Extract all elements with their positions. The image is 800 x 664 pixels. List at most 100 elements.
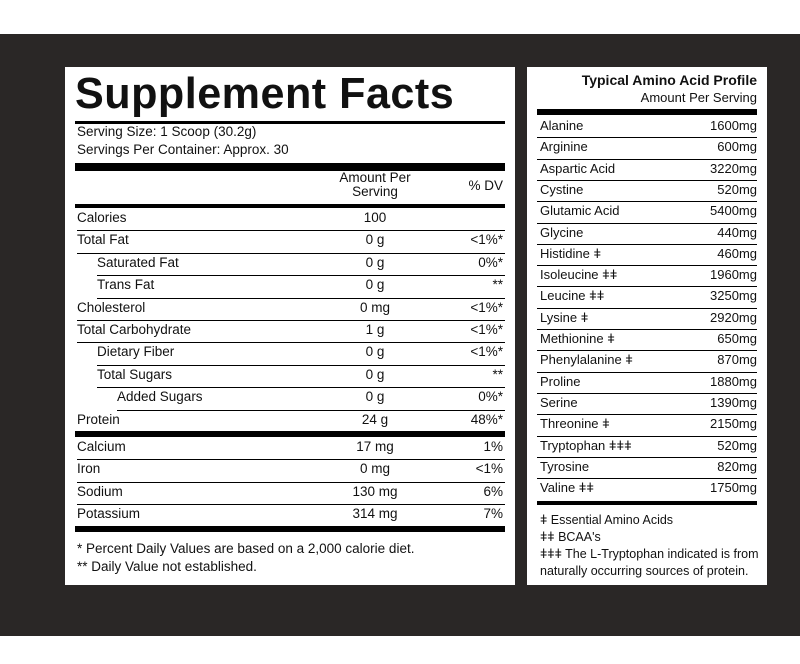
nutrient-name: Calories: [77, 210, 127, 225]
row-divider: [97, 387, 505, 389]
row-divider: [77, 504, 505, 506]
supplement-facts-panel: Supplement Facts Serving Size: 1 Scoop (…: [65, 67, 515, 585]
row-divider: [77, 342, 505, 344]
row-divider: [77, 481, 505, 483]
row-divider: [117, 409, 505, 411]
amino-value: 5400mg: [710, 203, 757, 219]
amino-name: Valine ǂǂ: [540, 480, 594, 496]
amino-name: Leucine ǂǂ: [540, 288, 605, 304]
amino-value: 600mg: [717, 139, 757, 155]
nutrient-name: Protein: [77, 411, 120, 427]
amino-name: Tryptophan ǂǂǂ: [540, 437, 632, 453]
nutrient-dv: <1%*: [470, 344, 503, 360]
nutrient-dv: **: [492, 366, 503, 382]
nutrient-dv: 0%*: [478, 254, 503, 270]
row-divider: [77, 320, 505, 321]
serving-size: Serving Size: 1 Scoop (30.2g): [77, 124, 257, 139]
amino-name: Isoleucine ǂǂ: [540, 267, 618, 283]
amount-header-line2: Serving: [352, 184, 398, 199]
amino-value: 520mg: [717, 181, 757, 197]
nutrient-name: Saturated Fat: [97, 254, 179, 270]
nutrient-amount: 0 g: [365, 344, 385, 360]
title-rule: [75, 121, 505, 124]
row-divider: [97, 364, 505, 366]
nutrient-name: Cholesterol: [77, 299, 146, 315]
amino-value: 1600mg: [710, 118, 757, 133]
nutrient-dv: <1%: [475, 461, 503, 477]
nutrient-amount: 17 mg: [356, 439, 394, 454]
row-divider: [75, 525, 505, 532]
amino-value: 1880mg: [710, 373, 757, 389]
nutrient-name: Dietary Fiber: [97, 344, 175, 360]
nutrient-name: Iron: [77, 461, 101, 477]
header-rule: [75, 204, 505, 208]
amino-row-divider: [537, 392, 757, 394]
nutrient-name: Calcium: [77, 439, 126, 454]
footnote-dv: * Percent Daily Values are based on a 2,…: [77, 541, 415, 556]
amino-note: naturally occurring sources of protein.: [540, 564, 749, 578]
nutrient-name: Sodium: [77, 483, 123, 499]
nutrient-dv: <1%*: [470, 232, 503, 248]
nutrient-amount: 0 g: [365, 366, 385, 382]
row-divider: [77, 252, 505, 254]
amino-name: Glycine: [540, 224, 584, 240]
supplement-facts-title: Supplement Facts: [75, 69, 455, 118]
amino-name: Alanine: [540, 118, 584, 133]
amino-value: 440mg: [717, 224, 757, 240]
amino-row-divider: [537, 137, 757, 139]
amino-row-divider: [537, 329, 757, 330]
nutrient-amount: 0 g: [365, 232, 385, 248]
amino-row-divider: [537, 478, 757, 480]
amino-row-divider: [537, 307, 757, 309]
nutrient-dv: 1%: [483, 439, 503, 454]
nutrient-dv: 6%: [483, 483, 503, 499]
nutrient-amount: 130 mg: [352, 483, 398, 499]
amino-name: Methionine ǂ: [540, 331, 615, 346]
amino-note: ǂ Essential Amino Acids: [540, 513, 674, 527]
amino-name: Cystine: [540, 181, 584, 197]
servings-per-container: Servings Per Container: Approx. 30: [77, 142, 289, 157]
amino-value: 870mg: [717, 352, 757, 368]
amino-note: ǂǂǂ The L-Tryptophan indicated is from: [540, 547, 759, 561]
amount-header-line1: Amount Per: [339, 170, 411, 185]
amino-row-divider: [537, 414, 757, 416]
dv-header: % DV: [468, 178, 503, 193]
amino-value: 3220mg: [710, 160, 757, 176]
nutrient-amount: 0 g: [365, 254, 385, 270]
nutrient-dv: <1%*: [470, 322, 503, 337]
amino-value: 460mg: [717, 245, 757, 261]
amino-row-divider: [537, 179, 757, 181]
amino-name: Aspartic Acid: [540, 160, 616, 176]
nutrient-name: Total Sugars: [97, 366, 173, 382]
nutrient-name: Added Sugars: [117, 389, 203, 405]
amino-acid-panel: Typical Amino Acid Profile Amount Per Se…: [527, 67, 767, 585]
nutrient-amount: 314 mg: [352, 506, 398, 522]
amino-name: Arginine: [540, 139, 588, 155]
amino-top-rule: [537, 109, 757, 115]
amino-name: Tyrosine: [540, 458, 590, 474]
amino-value: 1750mg: [710, 480, 757, 496]
nutrient-dv: **: [492, 277, 503, 293]
footnote-not-established: ** Daily Value not established.: [77, 559, 257, 574]
row-divider: [77, 230, 505, 232]
amino-bottom-rule: [537, 501, 757, 505]
amino-row-divider: [537, 201, 757, 203]
nutrient-name: Trans Fat: [97, 277, 155, 293]
amino-row-divider: [537, 371, 757, 373]
nutrient-name: Potassium: [77, 506, 141, 522]
amino-row-divider: [537, 265, 757, 267]
nutrient-name: Total Carbohydrate: [77, 322, 192, 337]
nutrient-dv: 7%: [483, 506, 503, 522]
nutrient-amount: 24 g: [361, 411, 389, 427]
amino-name: Threonine ǂ: [540, 416, 610, 432]
amino-name: Proline: [540, 373, 581, 389]
amino-row-divider: [537, 243, 757, 245]
amino-name: Lysine ǂ: [540, 309, 589, 325]
nutrient-amount: 0 mg: [359, 299, 390, 315]
amino-row-divider: [537, 435, 757, 437]
amino-value: 650mg: [717, 331, 757, 346]
nutrient-dv: <1%*: [470, 299, 503, 315]
row-divider: [75, 431, 505, 437]
nutrient-amount: 100: [363, 210, 387, 225]
nutrient-amount: 1 g: [365, 322, 385, 337]
